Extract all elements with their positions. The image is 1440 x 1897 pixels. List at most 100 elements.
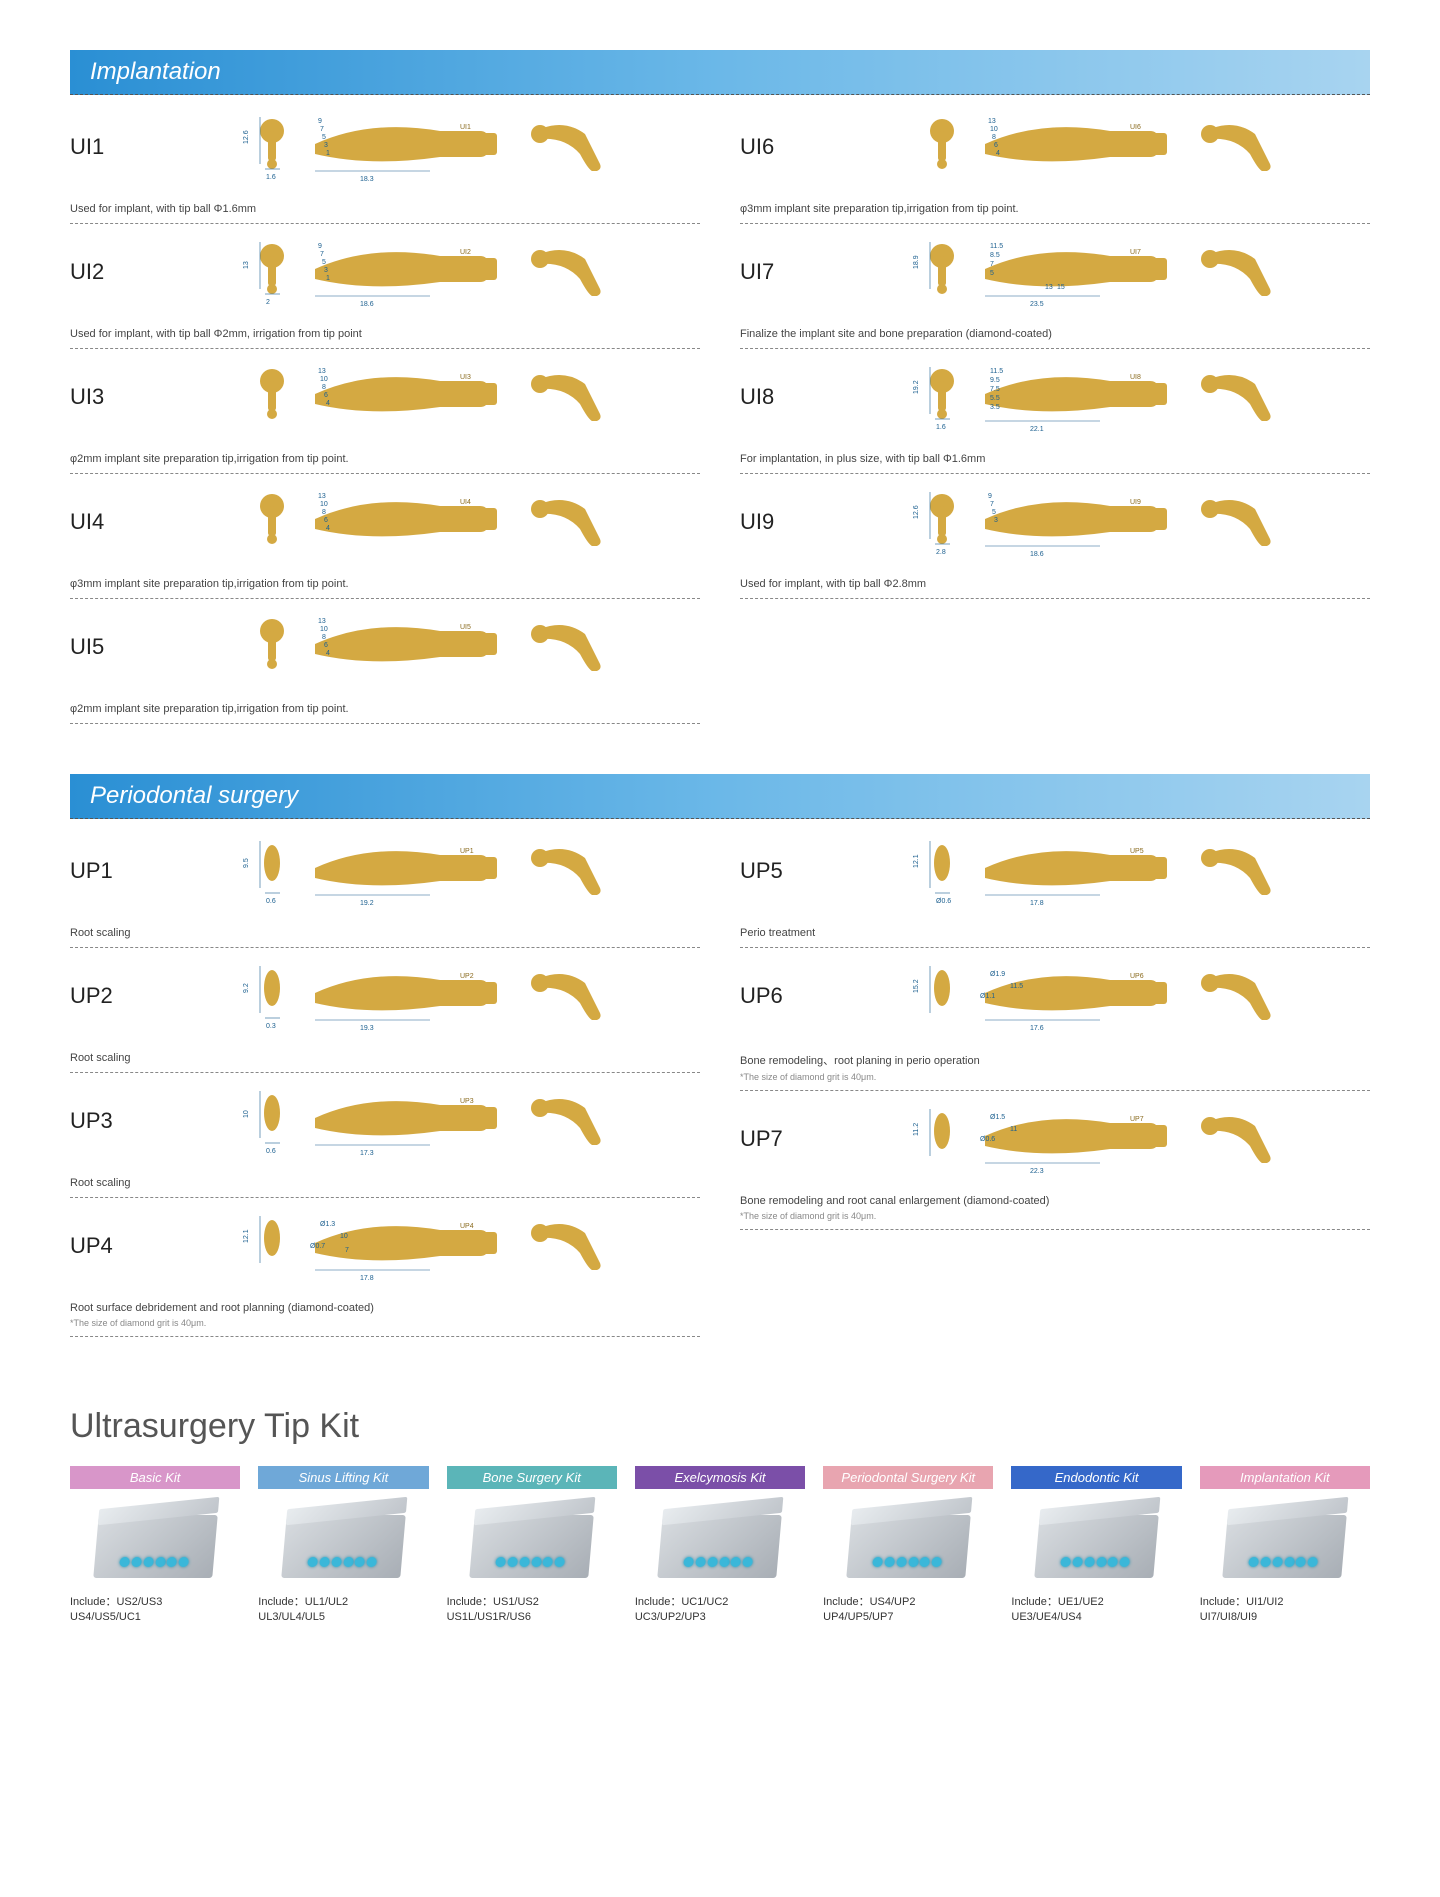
product-diagram: 18.923.511.58.5751315 UI7 bbox=[810, 234, 1370, 314]
svg-text:3: 3 bbox=[324, 267, 328, 274]
product-code: UI2 bbox=[70, 234, 125, 285]
product-block: UI3 1310864 UI3 φ2mm implant site prepar… bbox=[70, 349, 700, 474]
svg-text:3: 3 bbox=[324, 142, 328, 149]
svg-text:7: 7 bbox=[990, 501, 994, 508]
svg-text:13: 13 bbox=[243, 261, 250, 269]
kit-label: Bone Surgery Kit bbox=[447, 1466, 617, 1489]
product-row: UP5 12.1Ø0.617.8 UP5 bbox=[740, 823, 1370, 928]
product-row: UP1 9.50.619.2 UP1 bbox=[70, 823, 700, 928]
kit-card: Implantation Kit Include：UI1/UI2UI7/UI8/… bbox=[1200, 1466, 1370, 1626]
svg-text:UI3: UI3 bbox=[460, 374, 471, 381]
svg-text:UP1: UP1 bbox=[460, 848, 474, 855]
kit-heading-b: Tip Kit bbox=[264, 1407, 359, 1445]
svg-text:0.3: 0.3 bbox=[266, 1023, 276, 1030]
svg-text:5: 5 bbox=[322, 134, 326, 141]
product-code: UI6 bbox=[740, 109, 795, 160]
svg-text:8: 8 bbox=[322, 509, 326, 516]
product-diagram: 11.222.3Ø1.5Ø0.611 UP7 bbox=[810, 1101, 1370, 1181]
kit-include: Include：UE1/UE2UE3/UE4/US4 bbox=[1011, 1595, 1181, 1626]
implantation-grid: UI1 12.61.618.397531 UI1 Used for implan… bbox=[70, 99, 1370, 724]
svg-text:22.1: 22.1 bbox=[1030, 426, 1044, 433]
svg-text:UI6: UI6 bbox=[1130, 124, 1141, 131]
product-code: UI3 bbox=[70, 359, 125, 410]
product-block: UP6 15.217.6Ø1.9Ø1.111.5 UP6 Bone remode… bbox=[740, 948, 1370, 1091]
product-desc: Root scaling bbox=[70, 1050, 700, 1068]
product-code: UP3 bbox=[70, 1083, 125, 1134]
svg-text:11.5: 11.5 bbox=[1010, 983, 1023, 990]
svg-text:Ø1.5: Ø1.5 bbox=[990, 1114, 1005, 1121]
svg-text:UP7: UP7 bbox=[1130, 1116, 1144, 1123]
product-diagram: 100.617.3 UP3 bbox=[140, 1083, 700, 1163]
svg-text:9.5: 9.5 bbox=[990, 377, 1000, 384]
product-diagram: 12.1Ø0.617.8 UP5 bbox=[810, 833, 1370, 913]
svg-text:23.5: 23.5 bbox=[1030, 301, 1044, 308]
svg-text:10: 10 bbox=[320, 626, 328, 633]
svg-text:11: 11 bbox=[1010, 1126, 1017, 1133]
product-desc: Root scaling bbox=[70, 1175, 700, 1193]
product-note: *The size of diamond grit is 40μm. bbox=[740, 1211, 1370, 1225]
svg-text:6: 6 bbox=[994, 142, 998, 149]
kit-image bbox=[1200, 1497, 1370, 1587]
product-row: UI4 1310864 UI4 bbox=[70, 474, 700, 579]
product-row: UI5 1310864 UI5 bbox=[70, 599, 700, 704]
svg-text:2.8: 2.8 bbox=[936, 549, 946, 556]
product-code: UI4 bbox=[70, 484, 125, 535]
product-diagram: 1310864 UI4 bbox=[140, 484, 700, 564]
svg-text:5: 5 bbox=[992, 509, 996, 516]
kit-heading: Ultrasurgery Tip Kit bbox=[70, 1407, 1370, 1446]
product-diagram: 9.50.619.2 UP1 bbox=[140, 833, 700, 913]
product-code: UP6 bbox=[740, 958, 795, 1009]
product-row: UI8 19.21.622.111.59.57.55.53.5 UI8 bbox=[740, 349, 1370, 454]
svg-text:9: 9 bbox=[988, 493, 992, 500]
svg-text:6: 6 bbox=[324, 517, 328, 524]
svg-text:4: 4 bbox=[326, 400, 330, 407]
kit-include: Include：US4/UP2UP4/UP5/UP7 bbox=[823, 1595, 993, 1626]
product-block: UI4 1310864 UI4 φ3mm implant site prepar… bbox=[70, 474, 700, 599]
product-desc: Used for implant, with tip ball Φ2mm, ir… bbox=[70, 326, 700, 344]
svg-text:19.2: 19.2 bbox=[913, 380, 920, 394]
product-code: UP5 bbox=[740, 833, 795, 884]
svg-text:0.6: 0.6 bbox=[266, 898, 276, 905]
product-diagram: 1310864 UI5 bbox=[140, 609, 700, 689]
product-diagram: 15.217.6Ø1.9Ø1.111.5 UP6 bbox=[810, 958, 1370, 1038]
product-block: UP2 9.20.319.3 UP2 Root scaling bbox=[70, 948, 700, 1073]
kit-include: Include：US2/US3US4/US5/UC1 bbox=[70, 1595, 240, 1626]
product-block: UP1 9.50.619.2 UP1 Root scaling bbox=[70, 823, 700, 948]
svg-text:11.5: 11.5 bbox=[990, 368, 1003, 375]
kit-card: Periodontal Surgery Kit Include：US4/UP2U… bbox=[823, 1466, 993, 1626]
product-diagram: 12.62.818.69753 UI9 bbox=[810, 484, 1370, 564]
kit-label: Periodontal Surgery Kit bbox=[823, 1466, 993, 1489]
svg-text:5: 5 bbox=[990, 270, 994, 277]
product-row: UP2 9.20.319.3 UP2 bbox=[70, 948, 700, 1053]
svg-text:18.6: 18.6 bbox=[360, 301, 374, 308]
product-desc: Root surface debridement and root planni… bbox=[70, 1300, 700, 1318]
svg-text:0.6: 0.6 bbox=[266, 1148, 276, 1155]
product-block: UI1 12.61.618.397531 UI1 Used for implan… bbox=[70, 99, 700, 224]
svg-text:12.1: 12.1 bbox=[243, 1229, 250, 1243]
product-diagram: 12.61.618.397531 UI1 bbox=[140, 109, 700, 189]
svg-text:13: 13 bbox=[318, 368, 326, 375]
product-row: UP4 12.117.8Ø1.3Ø0.7107 UP4 bbox=[70, 1198, 700, 1303]
svg-text:8.5: 8.5 bbox=[990, 252, 1000, 259]
svg-text:11.2: 11.2 bbox=[913, 1123, 920, 1136]
svg-text:13: 13 bbox=[318, 618, 326, 625]
product-desc: Finalize the implant site and bone prepa… bbox=[740, 326, 1370, 344]
svg-text:9.5: 9.5 bbox=[243, 858, 250, 868]
product-code: UI7 bbox=[740, 234, 795, 285]
svg-text:7: 7 bbox=[320, 251, 324, 258]
svg-text:6: 6 bbox=[324, 642, 328, 649]
svg-text:7: 7 bbox=[990, 261, 994, 268]
kit-card: Exelcymosis Kit Include：UC1/UC2UC3/UP2/U… bbox=[635, 1466, 805, 1626]
implantation-right-col: UI6 1310864 UI6 φ3mm implant site prepar… bbox=[740, 99, 1370, 724]
product-block: UI6 1310864 UI6 φ3mm implant site prepar… bbox=[740, 99, 1370, 224]
kit-label: Implantation Kit bbox=[1200, 1466, 1370, 1489]
svg-text:3: 3 bbox=[994, 517, 998, 524]
kit-include: Include：UI1/UI2UI7/UI8/UI9 bbox=[1200, 1595, 1370, 1626]
kit-image bbox=[258, 1497, 428, 1587]
svg-text:9.2: 9.2 bbox=[243, 983, 250, 993]
product-desc: For implantation, in plus size, with tip… bbox=[740, 451, 1370, 469]
svg-text:Ø0.7: Ø0.7 bbox=[310, 1243, 325, 1250]
svg-text:12.6: 12.6 bbox=[243, 130, 250, 144]
kit-label: Sinus Lifting Kit bbox=[258, 1466, 428, 1489]
svg-text:UI7: UI7 bbox=[1130, 249, 1141, 256]
